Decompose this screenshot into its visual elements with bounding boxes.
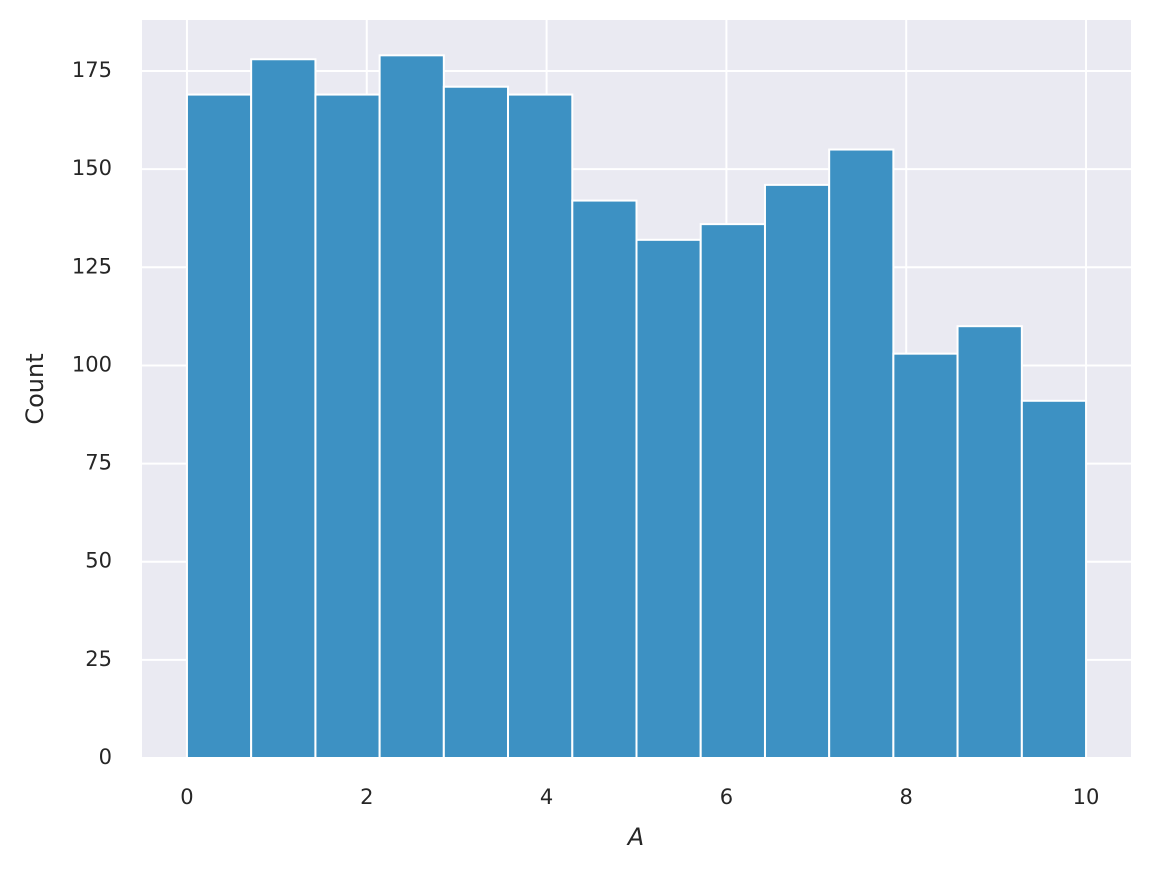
y-tick-label: 0 [99, 745, 112, 769]
x-axis-label: A [626, 823, 644, 851]
bar [314, 93, 381, 760]
x-tick-label: 4 [540, 785, 553, 809]
x-tick-label: 8 [900, 785, 913, 809]
bar [1020, 399, 1088, 759]
bar [956, 325, 1023, 759]
y-axis-label: Count [21, 353, 49, 424]
bar [828, 148, 895, 760]
x-tick-label: 2 [360, 785, 373, 809]
x-tick-label: 6 [720, 785, 733, 809]
y-tick-label: 75 [85, 451, 112, 475]
bar [250, 58, 317, 760]
bar [892, 352, 959, 759]
bar [571, 199, 638, 759]
x-tick-label: 0 [180, 785, 193, 809]
bar [507, 93, 574, 760]
bar [763, 183, 831, 760]
y-tick-label: 150 [72, 156, 112, 180]
x-tick-label: 10 [1073, 785, 1100, 809]
bar [699, 223, 766, 759]
y-tick-label: 125 [72, 254, 112, 278]
bar [442, 85, 510, 759]
bar [635, 238, 702, 760]
y-tick-label: 175 [72, 58, 112, 82]
bar [185, 93, 253, 760]
bar [378, 54, 445, 760]
y-tick-label: 50 [85, 549, 112, 573]
y-tick-label: 100 [72, 352, 112, 376]
y-tick-label: 25 [85, 647, 112, 671]
